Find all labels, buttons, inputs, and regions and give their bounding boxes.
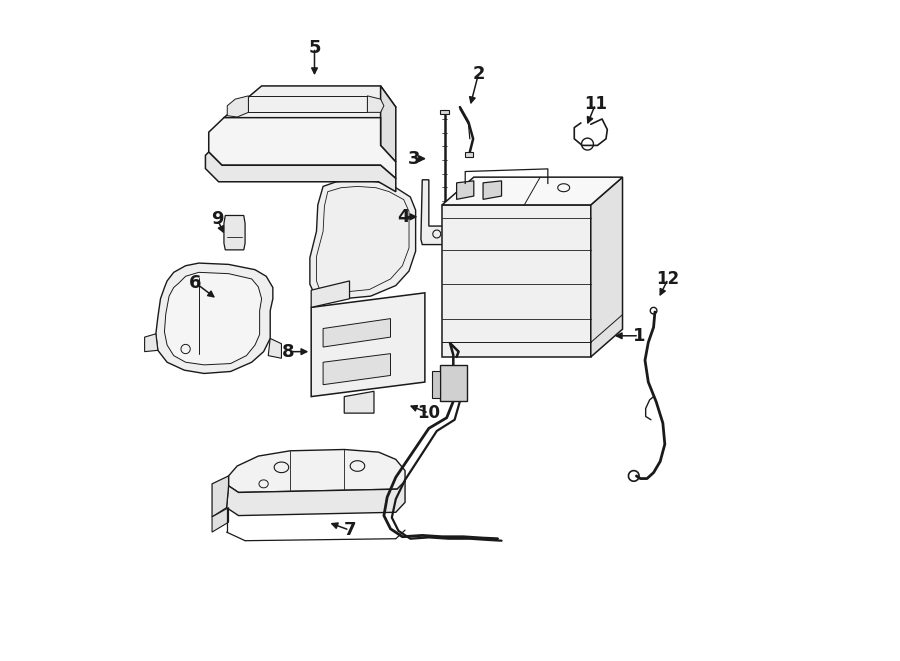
Polygon shape [432, 371, 440, 398]
Polygon shape [205, 152, 396, 192]
Text: 5: 5 [308, 38, 320, 57]
Text: 6: 6 [189, 274, 202, 292]
Polygon shape [227, 96, 248, 117]
Polygon shape [229, 449, 405, 492]
Polygon shape [268, 338, 282, 358]
Text: 2: 2 [472, 65, 485, 83]
Polygon shape [323, 319, 391, 347]
Text: 7: 7 [343, 521, 356, 539]
Polygon shape [165, 272, 262, 365]
Text: 12: 12 [657, 270, 680, 288]
Polygon shape [212, 508, 229, 532]
Text: 11: 11 [584, 95, 607, 114]
Polygon shape [381, 86, 396, 162]
Polygon shape [323, 354, 391, 385]
Polygon shape [590, 177, 623, 357]
Text: 10: 10 [418, 404, 440, 422]
Polygon shape [227, 481, 405, 516]
Polygon shape [367, 96, 384, 112]
Polygon shape [209, 118, 396, 178]
Text: 8: 8 [282, 342, 294, 361]
Polygon shape [440, 110, 449, 114]
Polygon shape [156, 263, 273, 373]
Polygon shape [442, 205, 590, 357]
Text: 1: 1 [633, 327, 645, 345]
Polygon shape [442, 177, 623, 205]
Polygon shape [145, 334, 158, 352]
Polygon shape [224, 86, 396, 119]
Polygon shape [311, 293, 425, 397]
Polygon shape [224, 215, 245, 250]
Polygon shape [310, 180, 416, 299]
Polygon shape [464, 152, 473, 157]
Polygon shape [421, 180, 452, 245]
Polygon shape [344, 391, 374, 413]
Polygon shape [483, 181, 501, 200]
Polygon shape [311, 281, 349, 307]
Text: 9: 9 [212, 210, 223, 229]
Text: 3: 3 [408, 149, 420, 168]
Polygon shape [440, 365, 466, 401]
Polygon shape [456, 181, 473, 200]
Polygon shape [212, 476, 229, 517]
Text: 4: 4 [398, 208, 410, 226]
